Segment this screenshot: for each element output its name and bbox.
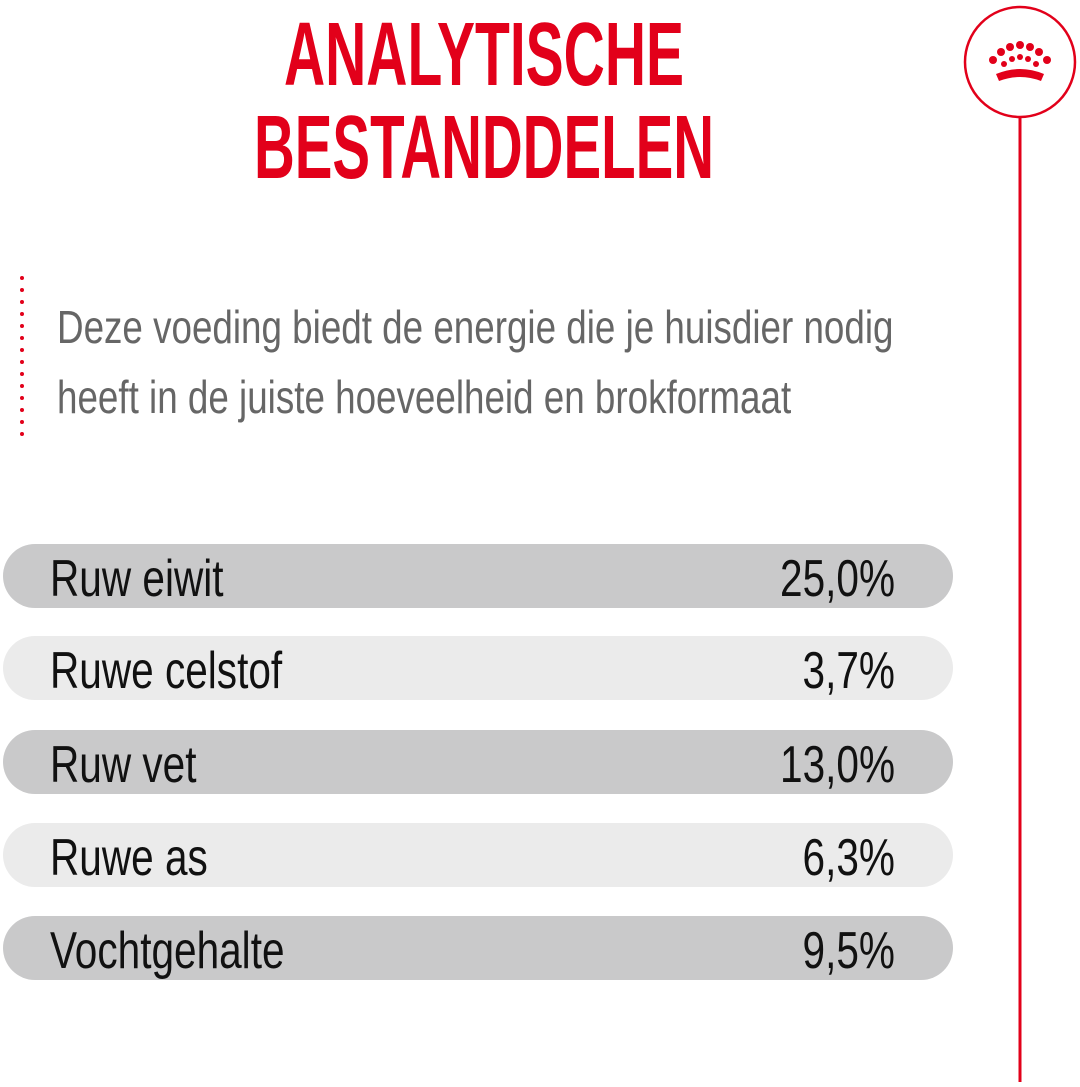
crown-icon xyxy=(989,41,1051,81)
row-value: 25,0% xyxy=(780,549,895,607)
table-row xyxy=(3,916,953,980)
title: ANALYTISCHE xyxy=(284,5,684,105)
row-value: 6,3% xyxy=(803,828,895,886)
logo-circle xyxy=(963,5,1077,119)
row-value: 13,0% xyxy=(780,735,895,793)
description: heeft in de juiste hoeveelheid en brokfo… xyxy=(57,371,792,423)
row-label: Ruwe as xyxy=(50,828,208,886)
table-row xyxy=(3,636,953,700)
description: Deze voeding biedt de energie die je hui… xyxy=(57,301,893,353)
table-row xyxy=(3,823,953,887)
table-row xyxy=(3,730,953,794)
row-value: 9,5% xyxy=(803,921,895,979)
row-label: Ruw vet xyxy=(50,735,197,793)
row-label: Ruw eiwit xyxy=(50,549,224,607)
row-value: 3,7% xyxy=(803,641,895,699)
row-label: Vochtgehalte xyxy=(50,921,285,979)
table-row xyxy=(3,544,953,608)
title: BESTANDDELEN xyxy=(254,98,714,198)
row-label: Ruwe celstof xyxy=(50,641,283,699)
